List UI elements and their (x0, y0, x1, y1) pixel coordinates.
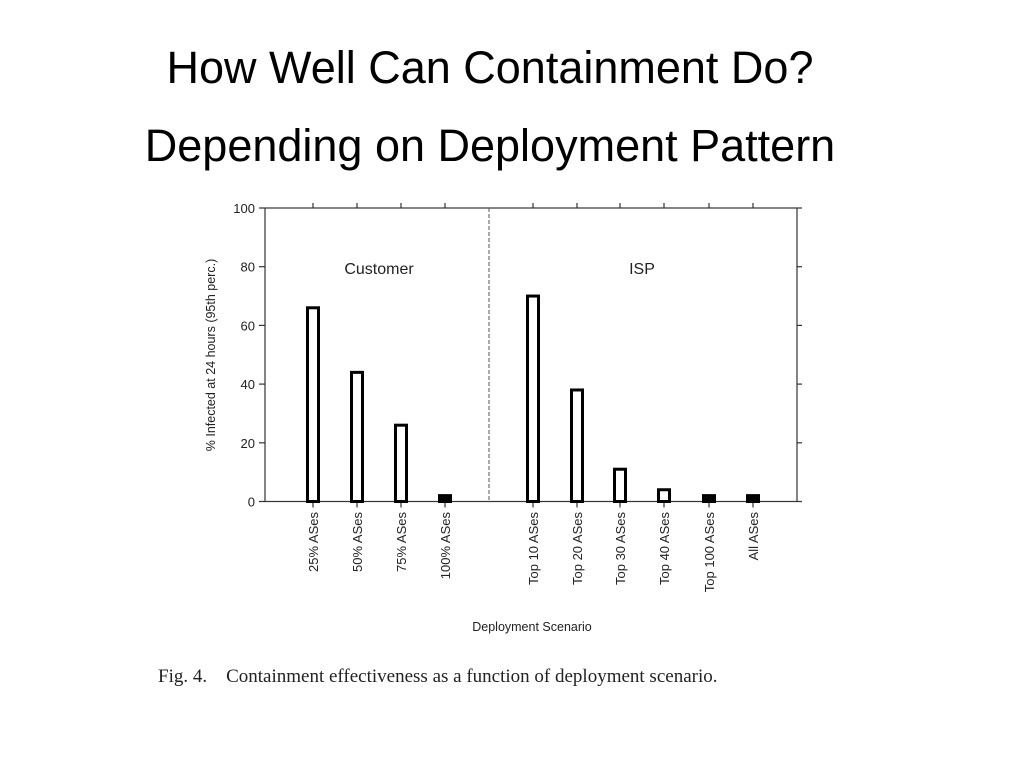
y-tick-label: 80 (241, 260, 255, 275)
group-label-isp: ISP (629, 261, 655, 278)
bar (702, 494, 716, 504)
bar (350, 370, 364, 503)
x-tick-label: 100% ASes (438, 512, 453, 580)
bar (306, 306, 320, 504)
figure-caption: Fig. 4. Containment effectiveness as a f… (158, 666, 718, 687)
x-axis-label: Deployment Scenario (472, 620, 592, 634)
bar (526, 294, 540, 503)
slide-title-line1: How Well Can Containment Do? (166, 42, 814, 93)
y-tick-label: 0 (248, 495, 255, 510)
group-label-customer: Customer (344, 261, 414, 278)
y-tick-label: 20 (241, 436, 255, 451)
x-tick-label: Top 100 ASes (702, 512, 717, 593)
x-tick-label: 50% ASes (350, 512, 365, 572)
bar (394, 423, 408, 503)
bar (746, 494, 760, 504)
x-tick-label: Top 40 ASes (657, 512, 672, 585)
slide-title-line2: Depending on Deployment Pattern (144, 120, 836, 171)
y-tick-label: 60 (241, 318, 255, 333)
x-tick-label: All ASes (746, 512, 761, 561)
x-tick-label: 25% ASes (306, 512, 321, 572)
y-axis-label: % Infected at 24 hours (95th perc.) (204, 259, 218, 451)
y-tick-label: 100 (233, 201, 255, 216)
x-tick-label: 75% ASes (394, 512, 409, 572)
bar (613, 467, 627, 503)
bar (438, 494, 452, 504)
x-tick-label: Top 30 ASes (613, 512, 628, 585)
x-tick-label: Top 20 ASes (570, 512, 585, 585)
bar (570, 388, 584, 503)
bar (657, 488, 671, 504)
x-tick-label: Top 10 ASes (526, 512, 541, 585)
y-tick-label: 40 (241, 377, 255, 392)
